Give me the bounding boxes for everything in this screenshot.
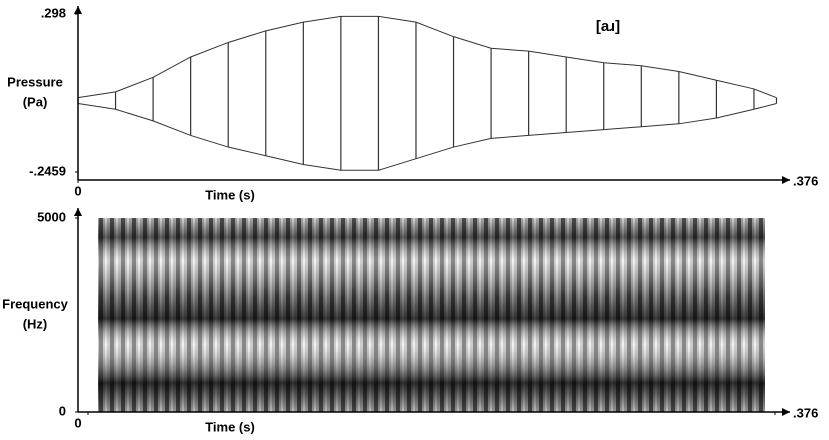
x-arrow bbox=[782, 176, 790, 184]
wave-envelope bbox=[77, 15, 777, 99]
x-axis-label: Time (s) bbox=[205, 419, 255, 434]
y-tick-label: .298 bbox=[41, 5, 66, 20]
y-axis-label: Pressure bbox=[7, 74, 63, 89]
x-arrow bbox=[782, 408, 790, 416]
y-axis-label: Frequency bbox=[2, 296, 69, 311]
wave-envelope bbox=[77, 102, 777, 171]
x-tick-label: .376 bbox=[793, 405, 818, 420]
x-tick-label: .376 bbox=[793, 173, 818, 188]
y-tick-label: -.2459 bbox=[29, 163, 66, 178]
y-axis-label: (Pa) bbox=[23, 94, 48, 109]
x-tick-label: 0 bbox=[74, 415, 81, 430]
y-tick-label: 5000 bbox=[37, 209, 66, 224]
y-axis-label: (Hz) bbox=[23, 316, 48, 331]
y-arrow bbox=[74, 208, 82, 216]
spectrogram-bands bbox=[98, 218, 765, 412]
y-arrow bbox=[74, 6, 82, 14]
x-axis-label: Time (s) bbox=[205, 187, 255, 202]
annotation: [aɹ] bbox=[596, 18, 620, 35]
x-tick-label: 0 bbox=[74, 183, 81, 198]
y-tick-label: 0 bbox=[59, 403, 66, 418]
